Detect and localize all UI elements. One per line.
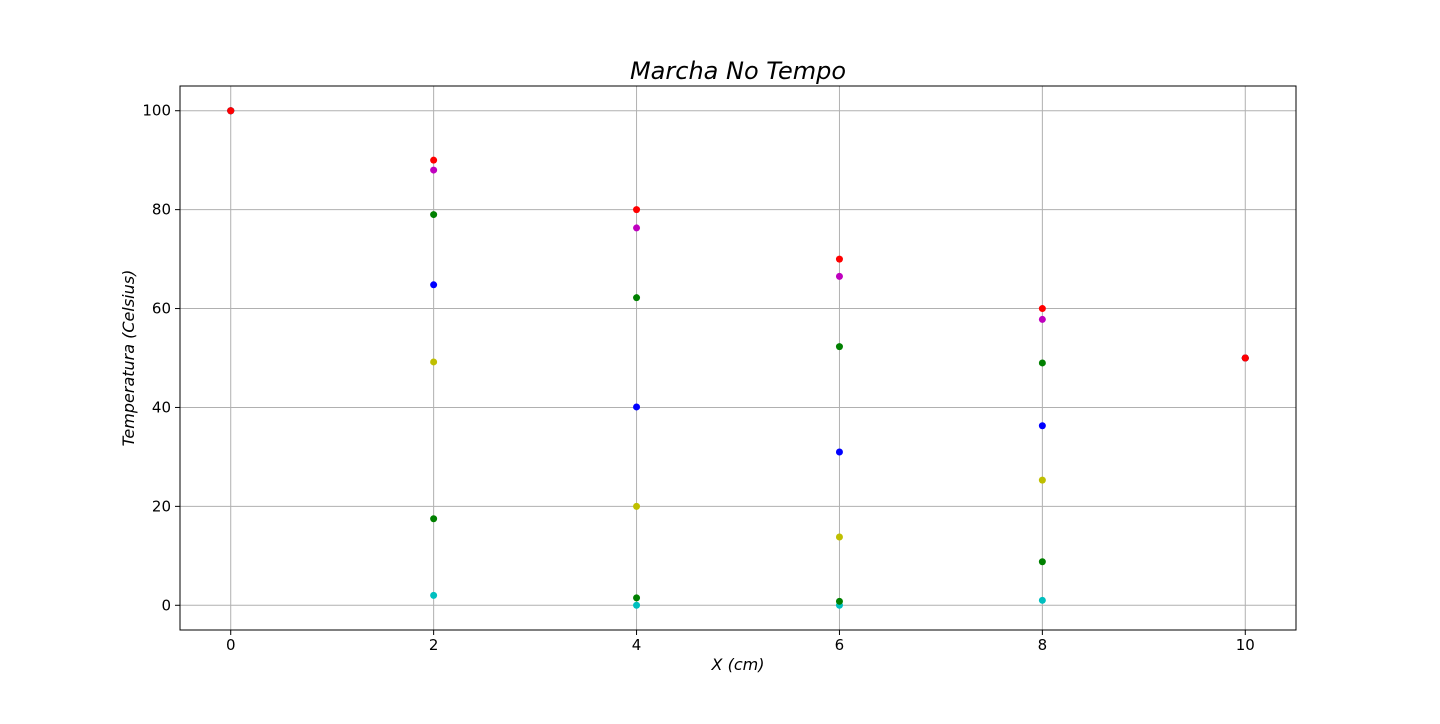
data-point — [430, 166, 438, 174]
data-point — [633, 502, 641, 510]
data-point — [835, 448, 843, 456]
data-point — [1038, 315, 1046, 323]
y-tick-label: 60 — [152, 300, 171, 318]
data-point — [835, 255, 843, 263]
data-point — [1038, 359, 1046, 367]
data-point — [430, 515, 438, 523]
y-tick-label: 80 — [152, 201, 171, 219]
y-axis-label: Temperatura (Celsius) — [119, 270, 138, 447]
data-point — [835, 272, 843, 280]
x-tick-label: 2 — [429, 636, 439, 654]
data-point — [633, 206, 641, 214]
data-point — [1038, 558, 1046, 566]
y-tick-label: 20 — [152, 497, 171, 515]
y-tick-label: 40 — [152, 398, 171, 416]
data-point — [227, 107, 235, 115]
x-tick-label: 10 — [1236, 636, 1255, 654]
data-point — [835, 597, 843, 605]
x-tick-label: 6 — [835, 636, 845, 654]
data-point — [835, 533, 843, 541]
data-point — [835, 343, 843, 351]
x-tick-label: 8 — [1038, 636, 1048, 654]
data-point — [633, 224, 641, 232]
data-point — [633, 594, 641, 602]
y-tick-label: 100 — [142, 102, 171, 120]
data-point — [430, 156, 438, 164]
x-tick-label: 0 — [226, 636, 236, 654]
chart-title: Marcha No Tempo — [630, 57, 846, 85]
data-point — [1038, 422, 1046, 430]
data-point — [430, 591, 438, 599]
data-point — [430, 358, 438, 366]
y-tick-label: 0 — [161, 596, 171, 614]
plot-area-frame — [179, 85, 1297, 631]
data-points — [227, 107, 1249, 609]
data-point — [1038, 476, 1046, 484]
data-point — [1038, 305, 1046, 313]
grid-lines — [180, 86, 1296, 630]
data-point — [1241, 354, 1249, 362]
data-point — [430, 281, 438, 289]
data-point — [633, 294, 641, 302]
data-point — [633, 601, 641, 609]
x-tick-label: 4 — [632, 636, 642, 654]
data-point — [633, 403, 641, 411]
data-point — [430, 211, 438, 219]
x-axis-label: X (cm) — [711, 655, 765, 674]
data-point — [1038, 596, 1046, 604]
